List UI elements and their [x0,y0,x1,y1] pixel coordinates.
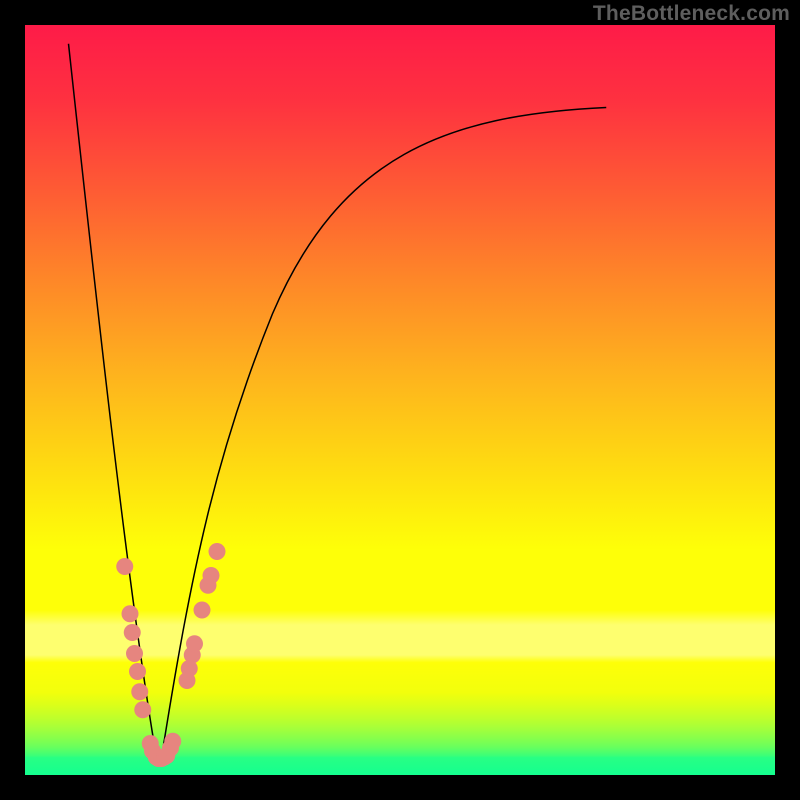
marker-dot [131,683,148,700]
marker-dot [116,558,133,575]
marker-dot [164,733,181,750]
chart-svg [25,25,775,775]
marker-dot [129,663,146,680]
marker-dot [124,624,141,641]
marker-dot [209,543,226,560]
gradient-background [25,25,775,775]
marker-dot [126,645,143,662]
marker-dot [194,602,211,619]
watermark-text: TheBottleneck.com [593,2,790,26]
marker-dot [203,567,220,584]
marker-dot [122,605,139,622]
marker-dot [134,701,151,718]
marker-dot [186,635,203,652]
plot-area [25,25,775,775]
canvas-root: TheBottleneck.com [0,0,800,800]
